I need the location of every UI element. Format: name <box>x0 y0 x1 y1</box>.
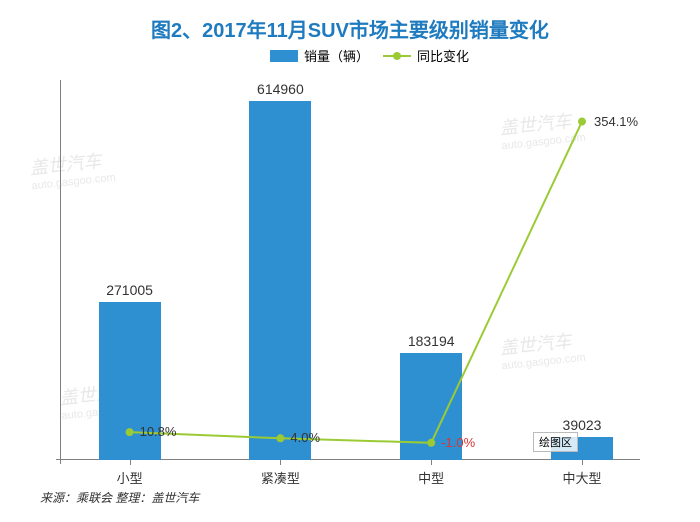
category-label: 小型 <box>117 468 143 487</box>
legend-label-bar: 销量（辆） <box>304 46 369 65</box>
line-value-label: -1.0% <box>441 435 475 450</box>
bar-value-label: 183194 <box>408 333 455 349</box>
legend-swatch-bar <box>270 50 298 62</box>
trend-line <box>130 122 582 443</box>
legend-item-bar: 销量（辆） <box>270 46 369 65</box>
plot-area: 271005小型614960紧凑型183194中型39023中大型10.8%4.… <box>60 80 640 460</box>
chart-container: 盖世汽车auto.gasgoo.com 盖世汽车auto.gasgoo.com … <box>0 0 700 522</box>
line-value-label: 10.8% <box>140 424 177 439</box>
x-tick <box>280 460 281 465</box>
legend-item-line: 同比变化 <box>383 46 469 65</box>
source-text: 来源：乘联会 整理：盖世汽车 <box>40 489 199 506</box>
y-axis <box>60 80 61 464</box>
legend: 销量（辆） 同比变化 <box>270 46 469 65</box>
line-value-label: 354.1% <box>594 114 638 129</box>
legend-swatch-line <box>383 55 411 57</box>
x-tick <box>431 460 432 465</box>
legend-label-line: 同比变化 <box>417 46 469 65</box>
bar-value-label: 614960 <box>257 81 304 97</box>
bar <box>249 101 311 461</box>
plot-area-badge: 绘图区 <box>533 432 578 452</box>
category-label: 中型 <box>418 468 444 487</box>
line-marker <box>578 118 586 126</box>
bar-value-label: 39023 <box>563 417 602 433</box>
category-label: 中大型 <box>562 468 601 487</box>
category-label: 紧凑型 <box>261 468 300 487</box>
bar-value-label: 271005 <box>106 282 153 298</box>
chart-title: 图2、2017年11月SUV市场主要级别销量变化 <box>0 14 700 43</box>
x-tick <box>582 460 583 465</box>
line-value-label: 4.0% <box>290 430 320 445</box>
x-tick <box>130 460 131 465</box>
